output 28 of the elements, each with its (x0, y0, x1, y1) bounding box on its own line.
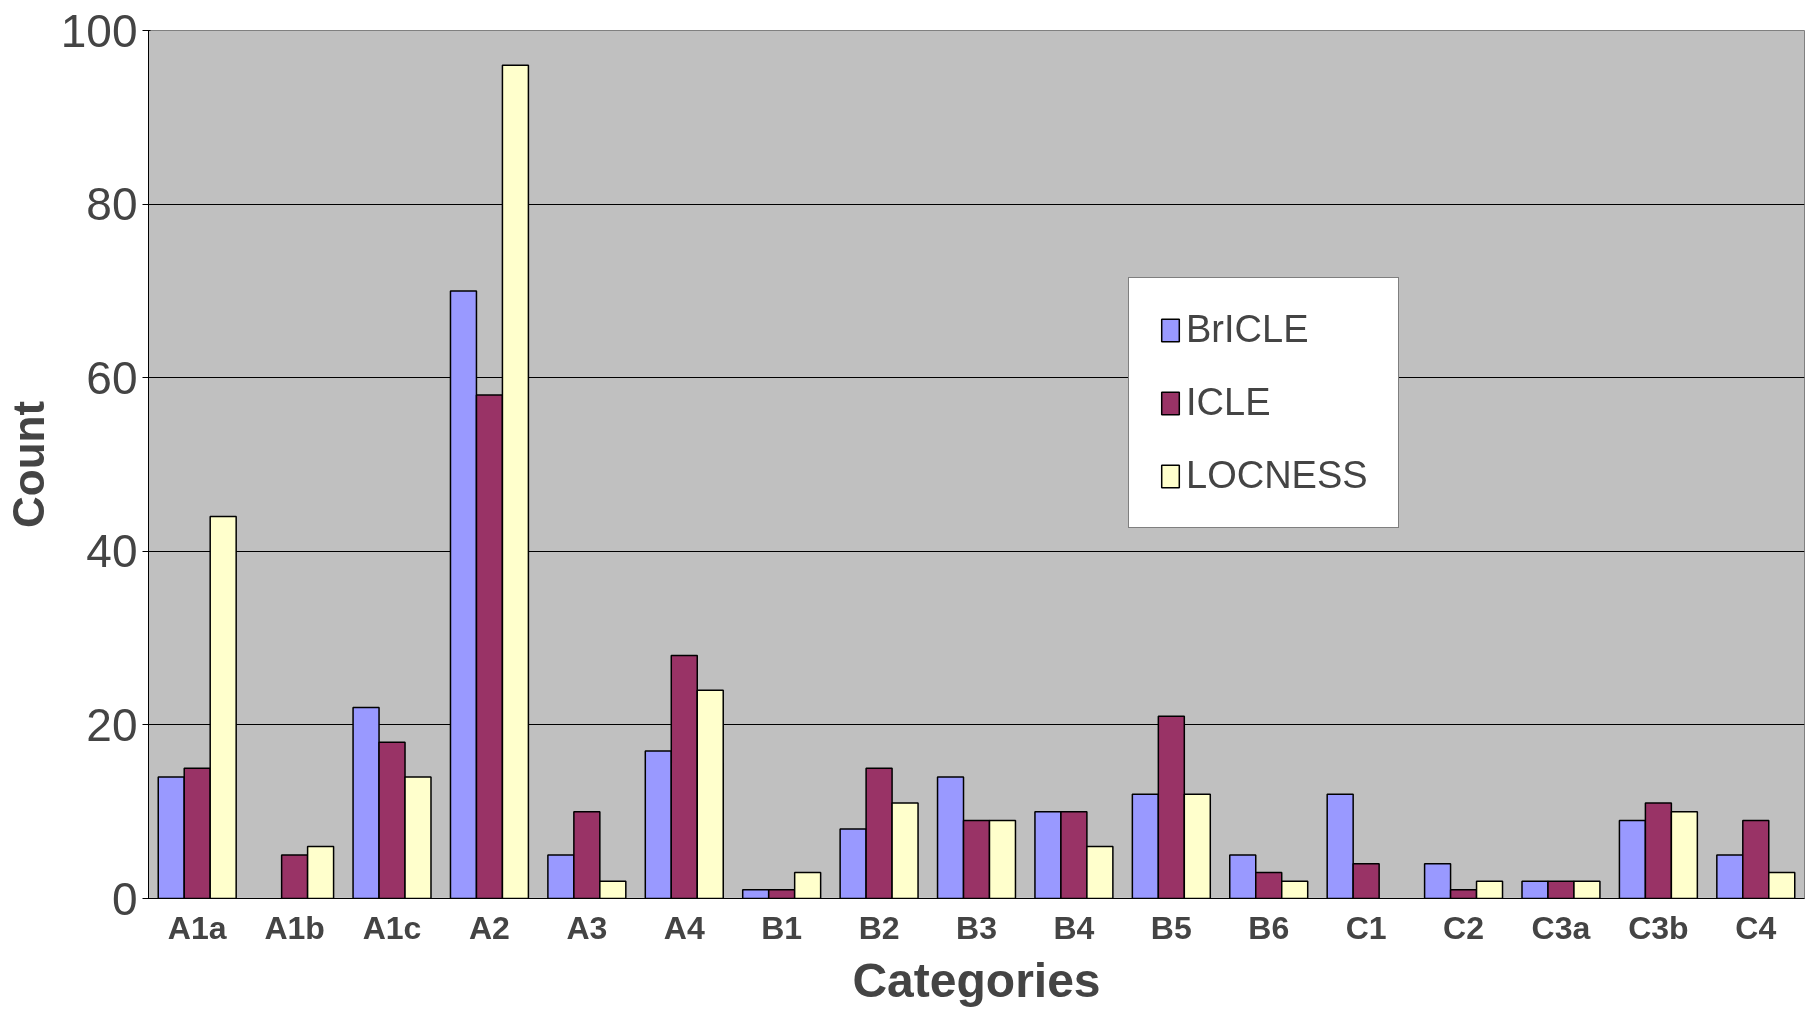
x-tick-label: C1 (1345, 909, 1387, 946)
x-tick-label: B1 (761, 909, 803, 946)
x-tick-label: B5 (1150, 909, 1192, 946)
x-axis-title: Categories (852, 953, 1101, 1007)
y-tick-label: 100 (60, 4, 138, 57)
x-tick-label: C3a (1531, 909, 1591, 946)
x-tick-label: B3 (956, 909, 997, 946)
x-tick-label: C2 (1443, 909, 1485, 946)
x-tick-label: A2 (468, 909, 510, 946)
x-tick-label: B4 (1053, 909, 1095, 946)
y-tick-label: 60 (86, 351, 138, 404)
x-tick-label: A1a (167, 909, 227, 946)
x-tick-label: C4 (1735, 909, 1777, 946)
y-tick-label: 80 (86, 178, 138, 231)
x-tick-label: A3 (566, 909, 608, 946)
y-axis-title: Count (3, 400, 53, 529)
x-tick-label: A4 (663, 909, 705, 946)
legend-label: BrICLE (1186, 308, 1309, 351)
y-tick-label: 40 (86, 525, 138, 578)
x-tick-label: A1b (264, 909, 325, 946)
x-tick-label: A1c (362, 909, 422, 946)
x-tick-label: B2 (858, 909, 900, 946)
y-tick-label: 0 (111, 872, 138, 925)
x-tick-label: C3b (1628, 909, 1689, 946)
x-tick-label: B6 (1248, 909, 1290, 946)
legend-label: LOCNESS (1186, 454, 1368, 497)
legend-label: ICLE (1186, 381, 1271, 424)
y-tick-label: 20 (86, 698, 138, 751)
